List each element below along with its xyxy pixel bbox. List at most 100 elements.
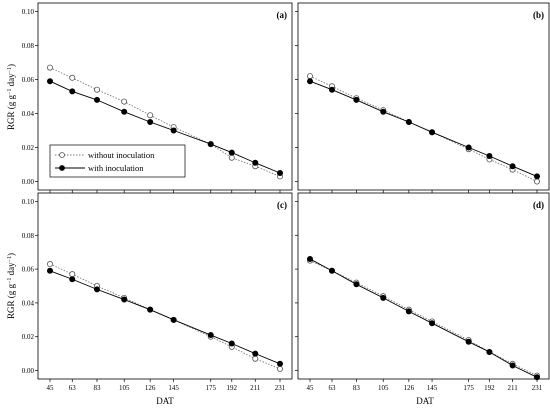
legend-marker-with — [59, 165, 65, 171]
x-tick-label: 45 — [307, 384, 315, 392]
data-point-with-inoculation — [121, 296, 128, 303]
x-axis-title-right: DAT — [416, 396, 434, 406]
data-point-with-inoculation — [306, 78, 313, 85]
y-tick-label: 0.10 — [22, 8, 35, 16]
data-point-without-inoculation — [147, 112, 154, 119]
data-point-with-inoculation — [534, 374, 541, 381]
data-point-with-inoculation — [47, 78, 54, 85]
x-tick-label: 175 — [206, 384, 217, 392]
data-point-with-inoculation — [486, 152, 493, 159]
data-point-with-inoculation — [252, 350, 259, 357]
series-line-with-inoculation — [49, 270, 281, 365]
data-point-with-inoculation — [534, 173, 541, 180]
x-tick-label: 126 — [404, 384, 415, 392]
data-point-without-inoculation — [69, 74, 76, 81]
y-tick-label: 0.04 — [22, 110, 35, 118]
y-axis-title-bottom: RGR (g g−1 day−1) — [6, 253, 16, 319]
series-line-with-inoculation — [309, 80, 538, 177]
data-point-without-inoculation — [47, 64, 54, 71]
data-point-without-inoculation — [121, 98, 128, 105]
data-point-with-inoculation — [93, 96, 100, 103]
data-point-with-inoculation — [170, 127, 177, 134]
data-point-with-inoculation — [228, 340, 235, 347]
data-point-with-inoculation — [405, 308, 412, 315]
x-tick-label: 211 — [250, 384, 261, 392]
data-point-with-inoculation — [69, 88, 76, 95]
x-tick-label: 145 — [427, 384, 438, 392]
data-point-with-inoculation — [465, 338, 472, 345]
legend-box — [49, 144, 186, 178]
x-tick-label: 231 — [532, 384, 543, 392]
x-tick-label: 231 — [275, 384, 286, 392]
panel-label: (a) — [277, 10, 288, 20]
panel-3: 0.00 0.02 0.04 0.06 0.08 0.10 45 63 83 105 126 145 1… — [22, 192, 293, 392]
panel-frame — [297, 192, 550, 380]
series-line-with-inoculation — [49, 80, 281, 174]
x-tick-label: 45 — [47, 384, 55, 392]
x-tick-label: 175 — [463, 384, 474, 392]
x-tick-label: 63 — [328, 384, 336, 392]
data-point-with-inoculation — [207, 141, 214, 148]
data-point-with-inoculation — [429, 129, 436, 136]
y-tick-label: 0.06 — [22, 76, 35, 84]
data-point-with-inoculation — [465, 144, 472, 151]
x-tick-label: 192 — [227, 384, 238, 392]
x-tick-label: 105 — [119, 384, 130, 392]
series-line-without-inoculation — [309, 260, 538, 377]
panels-group: 0.000.020.040.060.080.10 (a) (b)0.000.020.… — [22, 2, 550, 392]
legend-label-without: without inoculation — [88, 150, 155, 160]
data-point-with-inoculation — [328, 86, 335, 93]
legend-marker-without — [59, 152, 65, 158]
y-tick-label: 0.00 — [22, 178, 35, 186]
y-tick-label: 0.02 — [22, 333, 35, 341]
x-tick-label: 145 — [168, 384, 179, 392]
y-tick-label: 0.06 — [22, 266, 35, 274]
data-point-with-inoculation — [328, 267, 335, 274]
panel-2: (b) — [295, 2, 550, 193]
data-point-with-inoculation — [47, 267, 54, 274]
panel-4: 45 63 83 105 126 145 175 192 211 231 (d) — [295, 192, 550, 392]
x-tick-label: 126 — [145, 384, 156, 392]
legend: without inoculation with inoculation — [49, 144, 186, 178]
data-point-with-inoculation — [509, 362, 516, 369]
data-point-without-inoculation — [276, 365, 283, 372]
data-point-with-inoculation — [276, 169, 283, 176]
panel-1: 0.00 0.02 0.04 0.06 0.08 0.10 (a) — [22, 2, 293, 193]
series-line-with-inoculation — [309, 258, 538, 378]
data-point-with-inoculation — [380, 108, 387, 115]
data-point-with-inoculation — [353, 281, 360, 288]
legend-label-with: with inoculation — [88, 163, 144, 173]
data-point-with-inoculation — [380, 294, 387, 301]
data-point-without-inoculation — [252, 355, 259, 362]
x-tick-label: 83 — [93, 384, 101, 392]
data-point-with-inoculation — [147, 119, 154, 126]
data-point-with-inoculation — [69, 276, 76, 283]
x-tick-label: 63 — [69, 384, 77, 392]
data-point-with-inoculation — [207, 332, 214, 339]
data-point-without-inoculation — [47, 261, 54, 268]
data-point-without-inoculation — [534, 178, 541, 185]
data-point-with-inoculation — [276, 360, 283, 367]
data-point-with-inoculation — [252, 159, 259, 166]
series-line-without-inoculation — [49, 67, 281, 177]
data-point-with-inoculation — [228, 149, 235, 156]
series-line-without-inoculation — [309, 75, 538, 182]
y-tick-label: 0.08 — [22, 42, 35, 50]
data-point-with-inoculation — [353, 96, 360, 103]
data-point-without-inoculation — [228, 154, 235, 161]
y-tick-label: 0.08 — [22, 232, 35, 240]
y-tick-label: 0.04 — [22, 299, 35, 307]
panel-label: (b) — [533, 10, 544, 20]
x-tick-label: 211 — [507, 384, 518, 392]
data-point-without-inoculation — [93, 86, 100, 93]
panel-frame — [37, 192, 293, 380]
panel-label: (c) — [277, 200, 287, 210]
data-point-with-inoculation — [405, 119, 412, 126]
x-tick-label: 83 — [353, 384, 361, 392]
data-point-with-inoculation — [93, 286, 100, 293]
data-point-with-inoculation — [170, 316, 177, 323]
y-tick-label: 0.00 — [22, 367, 35, 375]
y-tick-label: 0.02 — [22, 144, 35, 152]
data-point-with-inoculation — [121, 108, 128, 115]
data-point-without-inoculation — [69, 271, 76, 278]
